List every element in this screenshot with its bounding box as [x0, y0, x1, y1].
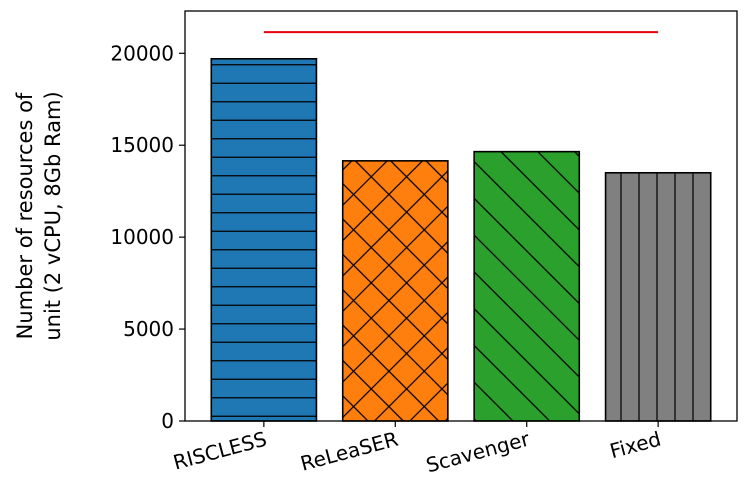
x-tick-label: Fixed: [607, 427, 663, 464]
y-axis-title: Number of resources of unit (2 vCPU, 8Gb …: [13, 91, 65, 340]
bar-hatch-releaser: [341, 160, 449, 422]
y-axis-title-line: unit (2 vCPU, 8Gb Ram): [41, 91, 65, 340]
y-tick-label: 20000: [110, 41, 174, 65]
y-tick-label: 0: [161, 409, 174, 433]
y-tick-label: 15000: [110, 133, 174, 157]
x-tick-label: Scavenger: [423, 426, 532, 477]
y-axis-ticks: 0 5000 10000 15000 20000: [110, 41, 185, 433]
bar-hatch-fixed: [604, 171, 712, 422]
y-tick-label: 5000: [123, 317, 174, 341]
x-axis-ticks: RISCLESS ReLeaSER Scavenger Fixed: [171, 421, 663, 477]
y-axis-title-line: Number of resources of: [13, 92, 37, 339]
plot-frame: [184, 10, 738, 422]
bars-group: [210, 58, 712, 422]
y-tick-label: 10000: [110, 225, 174, 249]
bar-hatch-riscless: [210, 58, 318, 422]
bar-hatch-scavenger: [473, 150, 581, 422]
x-tick-label: RISCLESS: [171, 427, 270, 475]
x-tick-label: ReLeaSER: [298, 427, 401, 476]
